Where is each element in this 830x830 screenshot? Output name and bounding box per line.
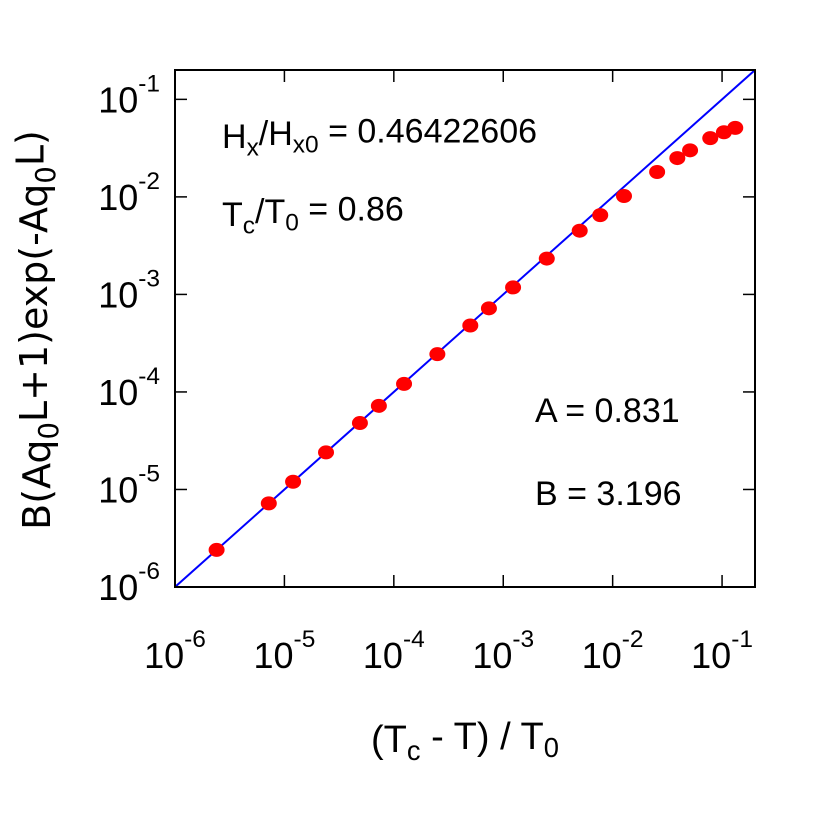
y-tick-base: 10 (98, 177, 138, 218)
y-tick-base: 10 (98, 469, 138, 510)
x-tick-base: 10 (144, 635, 184, 676)
annotation-part: = 0.46422606 (319, 112, 537, 150)
data-point (480, 301, 497, 316)
y-tick-label: 10-4 (98, 363, 160, 413)
data-point (318, 445, 335, 460)
data-point (649, 164, 666, 179)
x-axis-label-part: (T (371, 719, 407, 761)
y-tick-exp: -6 (138, 558, 160, 585)
data-point (592, 208, 609, 223)
x-tick-base: 10 (363, 635, 403, 676)
x-tick-label: 10-4 (363, 626, 425, 676)
x-axis-label-sub: 0 (544, 732, 559, 763)
x-tick-label: 10-2 (582, 626, 644, 676)
data-point (682, 143, 699, 158)
data-point (429, 347, 446, 362)
data-point (616, 189, 633, 204)
data-point (571, 223, 588, 238)
data-point (538, 251, 555, 266)
y-axis-label-part: B(Aq (15, 439, 59, 529)
annotation-part: = 0.86 (299, 190, 404, 228)
annotation-part: B = 3.196 (535, 475, 682, 513)
y-tick-base: 10 (98, 274, 138, 315)
annotation-part: T (222, 196, 243, 234)
x-tick-base: 10 (691, 635, 731, 676)
y-axis-label-sub: 0 (34, 422, 65, 439)
annotation: A = 0.831 (535, 392, 680, 430)
x-tick-exp: -2 (622, 626, 644, 653)
y-tick-label: 10-6 (98, 558, 160, 608)
x-tick-exp: -3 (512, 626, 534, 653)
data-point (669, 151, 686, 166)
y-tick-base: 10 (98, 567, 138, 608)
y-tick-base: 10 (98, 372, 138, 413)
annotation-part: A = 0.831 (535, 392, 680, 430)
data-point (351, 416, 368, 431)
x-tick-label: 10-6 (144, 626, 206, 676)
x-tick-exp: -1 (731, 626, 753, 653)
data-point (396, 376, 413, 391)
annotation: B = 3.196 (535, 475, 682, 513)
annotation: Hx/Hx0 = 0.46422606 (222, 112, 537, 161)
y-tick-exp: -5 (138, 461, 160, 488)
x-axis-label: (Tc - T) / T0 (371, 716, 559, 766)
annotation-sub: 0 (285, 209, 299, 236)
annotation: Tc/T0 = 0.86 (222, 190, 404, 239)
y-tick-base: 10 (98, 79, 138, 120)
y-tick-label: 10-5 (98, 461, 160, 511)
y-tick-exp: -1 (138, 71, 160, 98)
annotation-sub: x (247, 134, 259, 161)
y-tick-exp: -4 (138, 363, 160, 390)
data-point (370, 398, 387, 413)
data-point (505, 280, 522, 295)
annotation-sub: c (243, 212, 255, 239)
data-point (727, 120, 744, 135)
y-axis-label-sub: 0 (31, 166, 62, 183)
y-axis-label: B(Aq0L+1)exp(-Aq0L) (9, 130, 66, 530)
annotation-part: /H (259, 115, 293, 153)
plot-frame (174, 69, 756, 588)
y-tick-label: 10-3 (98, 266, 160, 316)
y-tick-label: 10-2 (98, 168, 160, 218)
x-tick-exp: -5 (294, 626, 316, 653)
data-point (260, 496, 277, 511)
y-tick-exp: -3 (138, 266, 160, 293)
annotation-sub: x0 (293, 131, 319, 158)
y-axis-label-part: L) (9, 130, 53, 166)
y-tick-label: 10-1 (98, 71, 160, 121)
data-point (208, 542, 225, 557)
x-tick-base: 10 (582, 635, 622, 676)
x-tick-label: 10-1 (691, 626, 753, 676)
annotation-part: /T (255, 193, 285, 231)
x-tick-label: 10-5 (254, 626, 316, 676)
x-tick-label: 10-3 (472, 626, 534, 676)
x-tick-exp: -6 (184, 626, 206, 653)
annotation-part: H (222, 118, 247, 156)
data-point (285, 474, 302, 489)
x-tick-exp: -4 (403, 626, 425, 653)
x-tick-base: 10 (472, 635, 512, 676)
y-axis-label-part: L+1)exp(-Aq (12, 184, 56, 422)
x-tick-base: 10 (254, 635, 294, 676)
x-axis-label-sub: c (407, 735, 421, 766)
x-axis-label-part: - T) / T (421, 716, 544, 758)
data-point (462, 318, 479, 333)
data-point (702, 131, 719, 146)
y-tick-exp: -2 (138, 168, 160, 195)
